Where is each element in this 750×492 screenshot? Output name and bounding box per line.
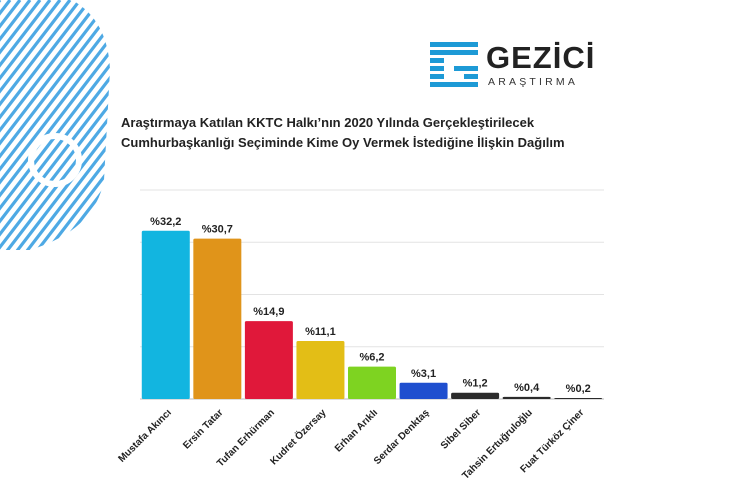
value-label: %32,2 [150,216,181,228]
brand-logo: GEZİCİ ARAŞTIRMA [430,42,594,94]
chart-title-line-2: Cumhurbaşkanlığı Seçiminde Kime Oy Verme… [121,135,565,150]
value-label: %0,4 [514,382,540,394]
bar [244,321,293,399]
category-label: Serdar Denktaş [372,407,432,467]
bar [348,366,396,399]
bar [451,392,500,399]
bar [502,396,551,399]
value-label: %30,7 [202,224,233,236]
bar [141,230,190,399]
logo-subtext: ARAŞTIRMA [488,76,579,88]
bar [193,238,242,399]
bar [296,341,345,399]
category-label: Sibel Siber [439,407,483,451]
category-label: Mustafa Akıncı [116,407,174,465]
value-label: %3,1 [411,368,436,380]
chart-title-line-1: Araştırmaya Katılan KKTC Halkı’nın 2020 … [121,115,535,130]
decorative-stripes [0,0,110,250]
value-label: %6,2 [359,352,384,364]
logo-mark [430,42,478,90]
logo-wordmark: GEZİCİ [486,40,596,75]
value-label: %1,2 [463,378,488,390]
bar [554,397,603,399]
category-label: Erhan Arıklı [333,407,380,454]
category-label: Ersin Tatar [181,407,225,451]
bar [399,382,448,399]
value-label: %11,1 [305,326,336,338]
value-label: %0,2 [566,383,591,395]
value-label: %14,9 [253,306,284,318]
